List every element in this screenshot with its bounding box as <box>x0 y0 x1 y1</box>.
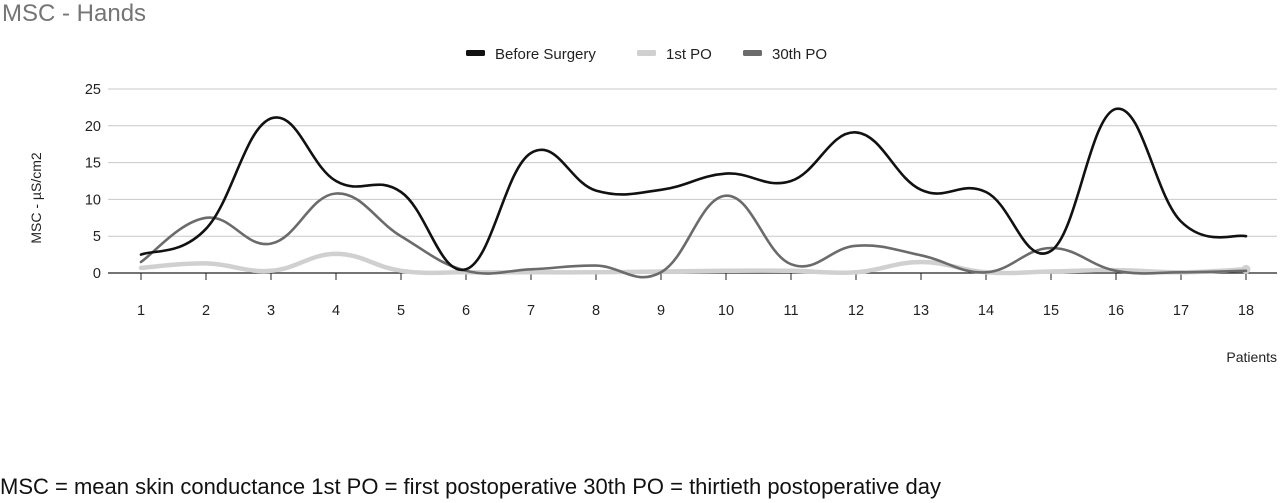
x-tick-label: 2 <box>202 303 210 319</box>
x-axis-ticks: 1 2 3 4 5 6 7 8 9 10 11 12 13 14 15 16 17 18 <box>137 273 1254 319</box>
y-axis-label: MSC - µS/cm2 <box>28 152 44 244</box>
x-axis-label: Patients <box>1226 349 1277 365</box>
x-tick-label: 5 <box>397 303 405 319</box>
y-tick-label: 0 <box>93 266 101 282</box>
series-lines <box>138 107 1251 279</box>
legend-label: 1st PO <box>666 46 712 63</box>
x-tick-label: 3 <box>267 303 275 319</box>
x-tick-label: 8 <box>592 303 600 319</box>
x-tick-label: 6 <box>462 303 470 319</box>
chart-title: MSC - Hands <box>2 0 147 27</box>
series-line-30th-po <box>139 192 1248 279</box>
x-tick-label: 7 <box>527 303 535 319</box>
x-tick-label: 18 <box>1238 303 1254 319</box>
x-tick-label: 17 <box>1173 303 1189 319</box>
y-axis-ticks: 0 5 10 15 20 25 <box>85 82 101 282</box>
y-tick-label: 10 <box>85 192 101 208</box>
x-tick-label: 12 <box>848 303 864 319</box>
gridlines <box>108 88 1277 274</box>
legend: Before Surgery 1st PO 30th PO <box>466 46 827 63</box>
y-tick-label: 20 <box>85 119 101 135</box>
legend-label: 30th PO <box>772 46 827 63</box>
y-tick-label: 15 <box>85 156 101 172</box>
legend-label: Before Surgery <box>495 46 596 63</box>
x-tick-label: 13 <box>913 303 929 319</box>
y-tick-label: 25 <box>85 82 101 98</box>
x-tick-label: 11 <box>783 303 798 319</box>
legend-swatch <box>743 50 762 56</box>
x-tick-label: 4 <box>332 303 340 319</box>
data-point <box>1241 264 1251 274</box>
legend-swatch <box>637 50 656 56</box>
x-tick-label: 10 <box>718 303 734 319</box>
y-tick-label: 5 <box>93 229 101 245</box>
x-tick-label: 9 <box>657 303 665 319</box>
series-line-1st-po <box>138 251 1249 276</box>
figure-caption: MSC = mean skin conductance 1st PO = fir… <box>0 474 941 499</box>
x-tick-label: 16 <box>1108 303 1124 319</box>
x-tick-label: 15 <box>1043 303 1059 319</box>
series-line-before-surgery <box>139 107 1248 272</box>
legend-swatch <box>466 50 485 56</box>
x-tick-label: 1 <box>137 303 145 319</box>
x-tick-label: 14 <box>978 303 994 319</box>
